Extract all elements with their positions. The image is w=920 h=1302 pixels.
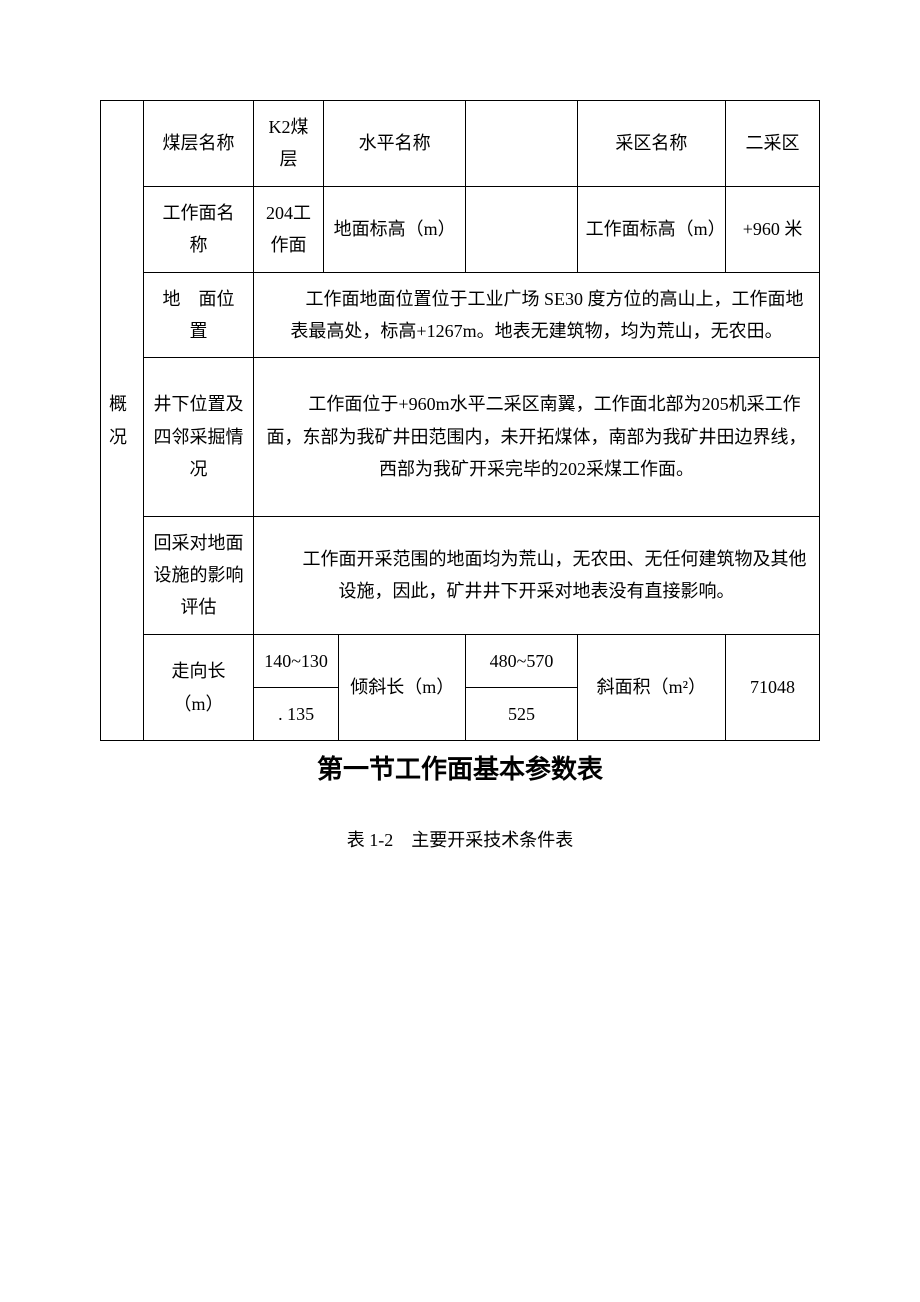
ground-elevation-label: 地面标高（m） bbox=[324, 186, 466, 272]
dip-length-top: 480~570 bbox=[466, 634, 577, 687]
ground-position-desc: 工作面地面位置位于工业广场 SE30 度方位的高山上，工作面地表最高处，标高+1… bbox=[254, 272, 820, 358]
strike-length-bot: . 135 bbox=[254, 688, 339, 741]
workface-name-label: 工作面名 称 bbox=[144, 186, 254, 272]
underground-position-desc: 工作面位于+960m水平二采区南翼，工作面北部为205机采工作面，东部为我矿井田… bbox=[254, 358, 820, 516]
incline-area-value: 71048 bbox=[726, 634, 820, 741]
strike-length-label: 走向长（m） bbox=[144, 634, 254, 741]
coal-layer-label: 煤层名称 bbox=[144, 101, 254, 187]
overview-table: 概况 煤层名称 K2煤层 水平名称 采区名称 二采区 工作面名 称 204工作面… bbox=[100, 100, 820, 741]
vertical-label: 概况 bbox=[101, 101, 144, 741]
workface-elevation-value: +960 米 bbox=[726, 186, 820, 272]
mining-area-label: 采区名称 bbox=[577, 101, 725, 187]
coal-layer-value: K2煤层 bbox=[254, 101, 324, 187]
workface-elevation-label: 工作面标高（m） bbox=[577, 186, 725, 272]
section-title: 第一节工作面基本参数表 bbox=[100, 749, 820, 786]
mining-area-value: 二采区 bbox=[726, 101, 820, 187]
ground-elevation-value bbox=[466, 186, 577, 272]
incline-area-label: 斜面积（m²） bbox=[577, 634, 725, 741]
impact-assessment-desc: 工作面开采范围的地面均为荒山，无农田、无任何建筑物及其他设施，因此，矿井井下开采… bbox=[254, 516, 820, 634]
vertical-label-text: 概况 bbox=[109, 394, 135, 446]
underground-position-label: 井下位置及四邻采掘情况 bbox=[144, 358, 254, 516]
dip-length-bot: 525 bbox=[466, 688, 577, 741]
strike-length-top: 140~130 bbox=[254, 634, 339, 687]
level-name-label: 水平名称 bbox=[324, 101, 466, 187]
workface-name-value: 204工作面 bbox=[254, 186, 324, 272]
table-caption: 表 1-2 主要开采技术条件表 bbox=[100, 826, 820, 852]
level-name-value bbox=[466, 101, 577, 187]
impact-assessment-label: 回采对地面设施的影响评估 bbox=[144, 516, 254, 634]
ground-position-label: 地 面位 置 bbox=[144, 272, 254, 358]
dip-length-label: 倾斜长（m） bbox=[339, 634, 466, 741]
